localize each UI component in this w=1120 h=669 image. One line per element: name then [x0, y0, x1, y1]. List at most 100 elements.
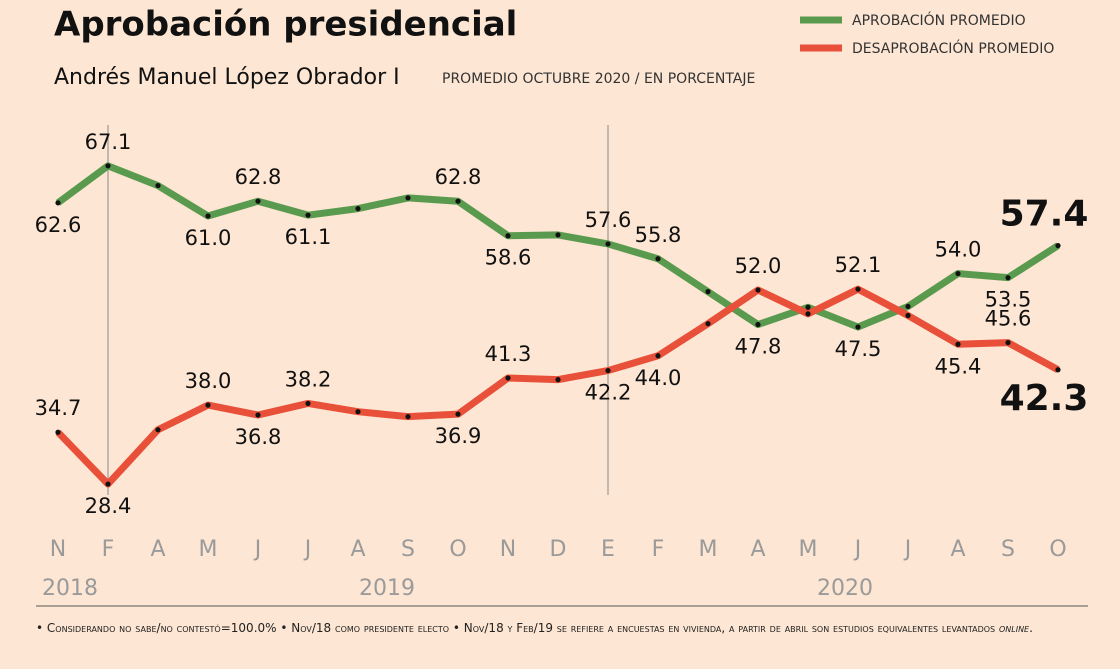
note: online: [998, 621, 1030, 635]
data-label: 47.5: [835, 337, 882, 361]
legend-label: APROBACIÓN PROMEDIO: [852, 11, 1026, 29]
data-point: [455, 198, 461, 204]
data-point: [355, 206, 361, 212]
data-point: [655, 353, 661, 359]
x-tick-label: N: [50, 537, 66, 562]
note: Considerando no sabe/no contestó=100.0%: [46, 621, 277, 635]
data-point: [905, 312, 911, 319]
data-point: [105, 481, 111, 487]
data-point: [555, 377, 561, 383]
data-point: [355, 409, 361, 415]
data-point: [505, 233, 511, 239]
data-label: 52.1: [835, 253, 882, 277]
data-point: [255, 412, 261, 418]
data-point: [755, 321, 761, 328]
data-point: [855, 286, 861, 292]
data-label: 57.6: [585, 208, 632, 232]
year-label: 2019: [359, 576, 415, 601]
data-point: [955, 270, 961, 277]
data-point: [405, 195, 411, 201]
year-label: 2018: [42, 576, 98, 601]
data-point: [455, 411, 461, 417]
data-label: 58.6: [485, 246, 532, 270]
x-tick-label: A: [350, 537, 365, 562]
chart-subtitle: Andrés Manuel López Obrador I: [54, 65, 400, 90]
data-point: [905, 303, 911, 310]
x-tick-label: J: [253, 537, 262, 562]
data-label: 52.0: [735, 254, 782, 278]
x-tick-label: O: [449, 537, 466, 562]
data-label: 45.4: [935, 354, 982, 378]
data-point: [655, 256, 661, 262]
data-point: [805, 311, 811, 317]
x-tick-label: M: [699, 537, 718, 562]
data-label: 62.8: [235, 165, 282, 189]
data-label: 45.6: [985, 307, 1032, 331]
data-label: 57.4: [1000, 194, 1089, 235]
data-point: [755, 287, 761, 293]
data-point: [1055, 367, 1061, 373]
data-label: 28.4: [85, 494, 132, 518]
data-point: [855, 324, 861, 330]
x-tick-label: N: [500, 537, 516, 562]
data-label: 55.8: [635, 223, 682, 247]
x-tick-label: E: [601, 537, 615, 562]
data-label: 38.0: [185, 369, 232, 393]
data-label: 47.8: [735, 335, 782, 359]
chart-subtitle-note: PROMEDIO OCTUBRE 2020 / EN PORCENTAJE: [442, 71, 755, 87]
data-point: [155, 427, 161, 433]
data-label: 44.0: [635, 366, 682, 390]
x-tick-label: J: [303, 537, 312, 562]
data-label: 36.9: [435, 424, 482, 448]
x-tick-label: F: [652, 537, 665, 562]
footnote: • Considerando no sabe/no contestó=100.0…: [36, 621, 1033, 635]
data-label: 53.5: [985, 288, 1032, 312]
data-label: 34.7: [35, 396, 82, 420]
data-point: [955, 341, 961, 347]
data-point: [505, 375, 511, 381]
data-label: 62.6: [35, 213, 82, 237]
data-point: [55, 429, 61, 435]
x-tick-label: O: [1049, 537, 1066, 562]
data-point: [205, 402, 211, 408]
x-tick-label: A: [750, 537, 765, 562]
note: Nov/18 y Feb/19 se refiere a encuestas e…: [463, 621, 996, 635]
data-label: 42.2: [585, 381, 632, 405]
data-point: [205, 213, 211, 219]
data-point: [305, 212, 311, 218]
data-label: 36.8: [235, 425, 282, 449]
x-tick-label: J: [903, 537, 912, 562]
data-label: 38.2: [285, 367, 332, 391]
note: Nov/18 como presidente electo: [291, 621, 450, 635]
data-point: [705, 289, 711, 295]
data-point: [305, 400, 311, 407]
data-point: [1005, 275, 1011, 281]
data-label: 61.1: [285, 225, 332, 249]
x-tick-label: D: [550, 537, 567, 562]
data-point: [705, 321, 711, 327]
x-tick-label: F: [102, 537, 115, 562]
x-tick-label: A: [950, 537, 965, 562]
data-point: [55, 200, 61, 206]
x-tick-label: A: [150, 537, 165, 562]
data-point: [405, 414, 411, 420]
data-label: 62.8: [435, 165, 482, 189]
x-tick-label: J: [853, 537, 862, 562]
chart-title: Aprobación presidencial: [54, 5, 517, 45]
data-label: 41.3: [485, 342, 532, 366]
data-label: 67.1: [85, 130, 132, 154]
data-point: [605, 241, 611, 247]
data-point: [255, 198, 261, 204]
data-label: 61.0: [185, 226, 232, 250]
data-point: [1055, 243, 1061, 249]
x-tick-label: S: [401, 537, 415, 562]
data-point: [105, 163, 111, 169]
data-point: [605, 367, 611, 374]
data-label: 54.0: [935, 238, 982, 262]
data-point: [555, 232, 561, 238]
data-label: 42.3: [1000, 378, 1089, 419]
x-tick-label: S: [1001, 537, 1015, 562]
data-point: [805, 304, 811, 310]
